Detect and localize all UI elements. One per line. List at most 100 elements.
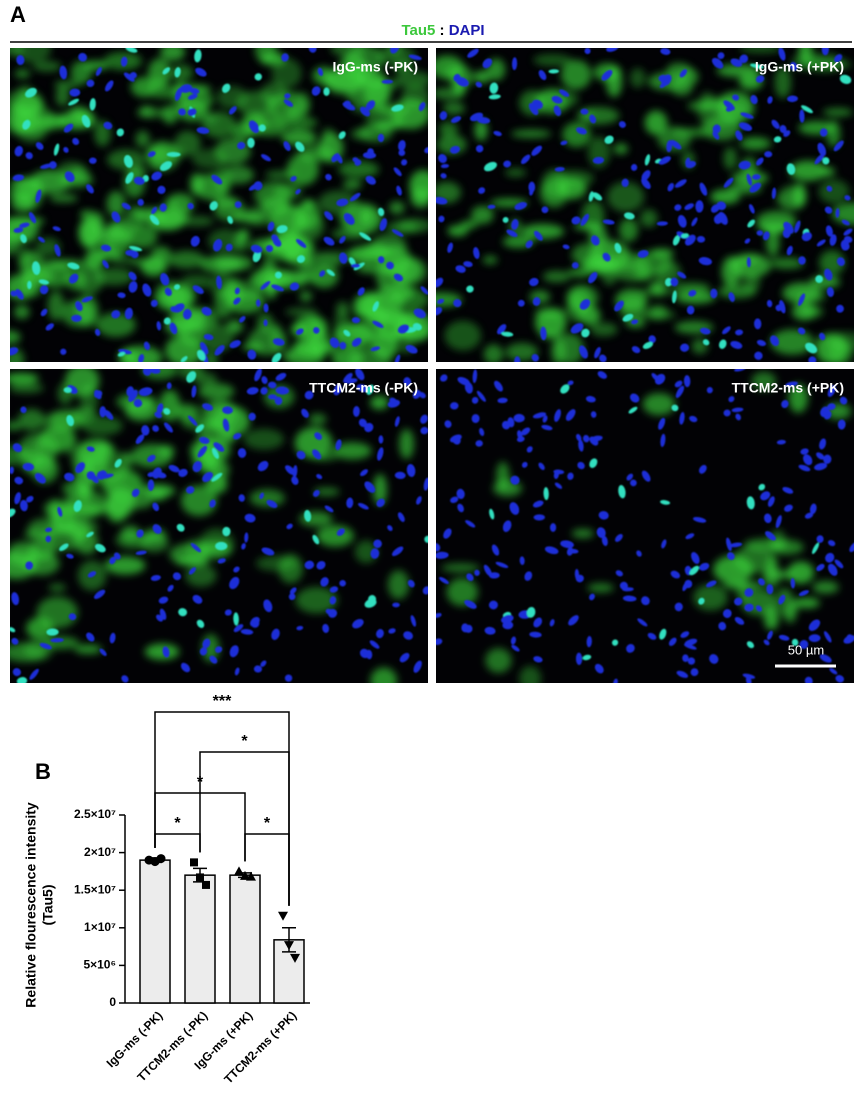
nucleus [487, 204, 496, 209]
nucleus [323, 87, 330, 96]
nucleus [693, 516, 707, 523]
nucleus [538, 462, 545, 471]
nucleus [578, 439, 584, 452]
nucleus [592, 156, 605, 164]
tau-blob [675, 290, 716, 304]
nucleus [102, 260, 109, 269]
nucleus [590, 435, 603, 442]
nucleus [699, 182, 708, 196]
nucleus [186, 371, 197, 383]
nucleus [517, 299, 525, 307]
nucleus [543, 487, 549, 501]
nucleus [683, 375, 691, 388]
nucleus [529, 631, 542, 638]
nucleus [735, 130, 743, 141]
nucleus [439, 111, 448, 120]
nucleus [501, 331, 514, 337]
nucleus [195, 424, 205, 433]
nucleus [839, 74, 852, 84]
nucleus [10, 508, 16, 518]
nucleus [343, 213, 355, 225]
nucleus [559, 89, 570, 97]
nucleus [553, 105, 562, 117]
significance-label: *** [213, 693, 232, 710]
nucleus [739, 54, 749, 64]
nuclei [436, 369, 854, 683]
nucleus [199, 341, 209, 355]
tau-blob [637, 287, 678, 296]
tau-blob [148, 488, 167, 501]
nucleus [767, 630, 773, 640]
tau-blob [819, 250, 845, 276]
nucleus [162, 646, 170, 658]
nucleus [560, 384, 570, 394]
nucleus [133, 176, 145, 185]
nucleus [75, 462, 86, 474]
nucleus [727, 552, 735, 561]
nucleus [567, 472, 574, 480]
tau-blob [162, 105, 178, 124]
nucleus [86, 446, 95, 452]
tau-blob [79, 217, 104, 247]
nucleus [403, 377, 412, 387]
nucleus [779, 124, 787, 134]
nucleus [39, 642, 52, 650]
nucleus [163, 407, 171, 415]
nucleus [755, 75, 765, 83]
nucleus [698, 597, 705, 605]
nucleus [59, 543, 69, 551]
tau-blob [394, 70, 428, 89]
nucleus [392, 602, 400, 608]
nucleus [63, 146, 69, 153]
nucleus [483, 564, 492, 577]
tau-blob [673, 282, 711, 294]
nucleus [169, 322, 178, 335]
nucleus [489, 82, 499, 94]
nucleus [129, 72, 137, 79]
nucleus [215, 541, 228, 551]
nucleus [560, 140, 568, 146]
nucleus [618, 121, 626, 128]
tau-blob [764, 570, 796, 579]
significance-bracket [244, 833, 290, 906]
nucleus [642, 341, 654, 349]
nucleus [373, 539, 382, 549]
nucleus [611, 639, 619, 646]
nucleus [636, 550, 642, 557]
nucleus [104, 409, 114, 420]
nucleus [331, 153, 340, 163]
nucleus [260, 387, 268, 395]
nucleus [412, 390, 421, 399]
tau-blob [376, 48, 417, 66]
nucleus [815, 275, 823, 284]
nucleus [123, 154, 133, 168]
nucleus [782, 486, 794, 494]
nucleus [151, 206, 158, 215]
nucleus [585, 395, 596, 403]
tau-blob [214, 255, 254, 272]
nucleus [439, 576, 449, 585]
nucleus [86, 531, 94, 538]
nucleus [566, 547, 574, 556]
nucleus [511, 219, 519, 230]
nucleus [667, 182, 674, 192]
nucleus [19, 222, 30, 228]
tau-blob [561, 59, 592, 90]
nucleus [680, 343, 690, 352]
nucleus [413, 660, 422, 673]
nucleus [778, 594, 786, 605]
nucleus [360, 469, 368, 477]
nucleus [261, 376, 268, 384]
nucleus [109, 632, 116, 644]
nucleus [351, 317, 361, 324]
nucleus [827, 563, 838, 576]
tau-blob [10, 382, 44, 394]
nucleus [514, 356, 521, 362]
nucleus [786, 163, 796, 175]
tau-blob [332, 442, 372, 460]
tau-blob [148, 144, 168, 168]
significance-label: * [264, 815, 271, 832]
nucleus [532, 412, 547, 419]
nucleus [191, 385, 197, 398]
nucleus [684, 638, 698, 646]
